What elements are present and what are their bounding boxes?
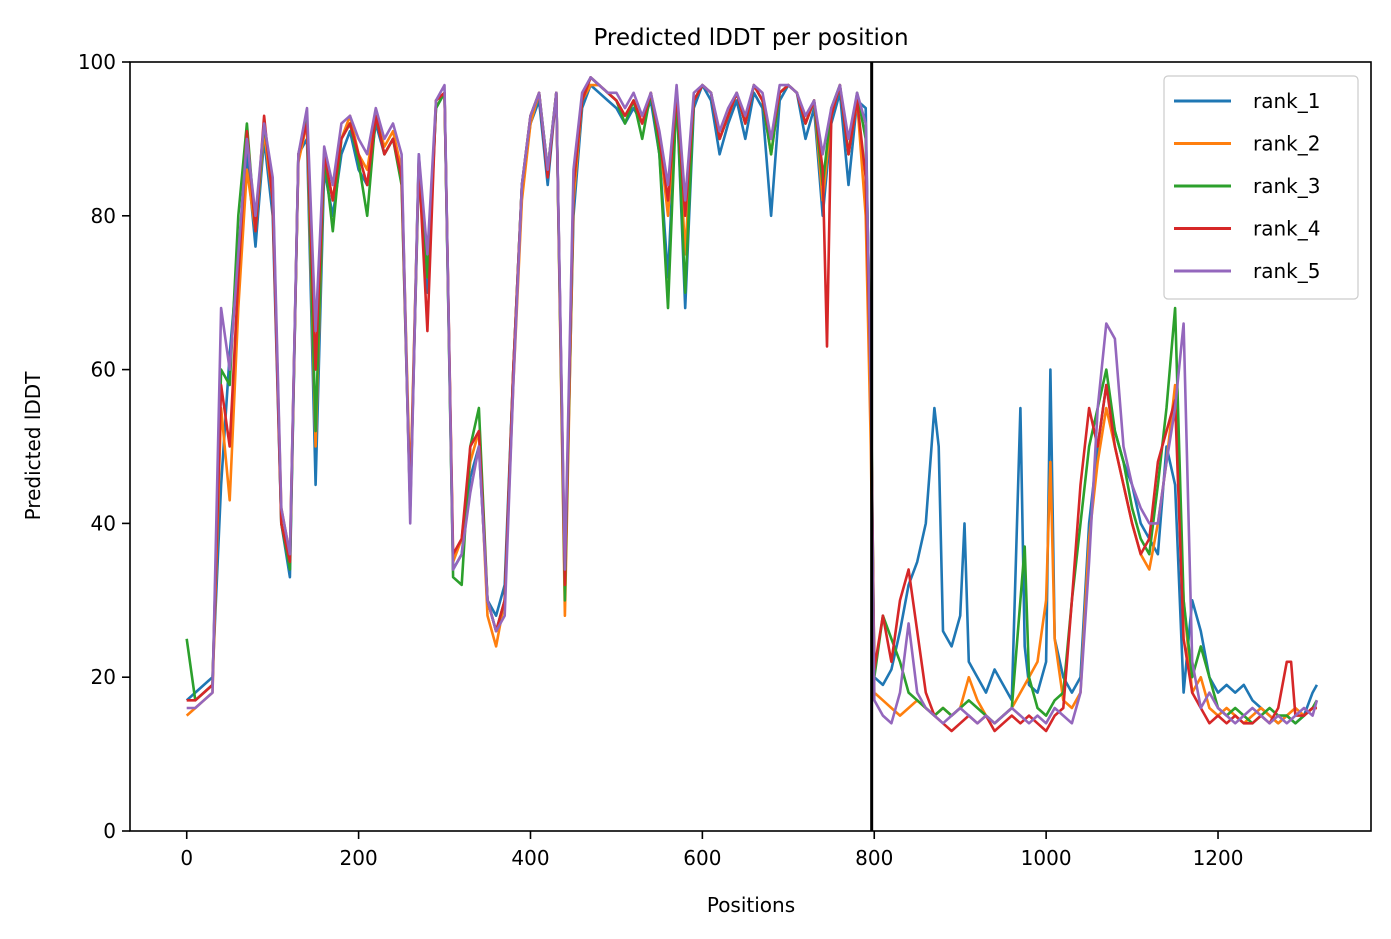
y-tick-label: 60: [91, 358, 116, 382]
x-tick-label: 0: [180, 846, 193, 870]
series-line-rank_3: [185, 76, 1319, 725]
x-axis-label: Positions: [707, 893, 795, 917]
x-tick-label: 400: [511, 846, 549, 870]
y-axis-label: Predicted lDDT: [21, 371, 45, 521]
x-tick-label: 800: [855, 846, 893, 870]
x-tick-label: 1200: [1193, 846, 1244, 870]
y-axis-ticks: 0 20 40 60 80 100: [78, 50, 130, 843]
chart-title: Predicted lDDT per position: [593, 25, 908, 51]
y-tick-label: 100: [78, 50, 116, 74]
x-tick-label: 200: [340, 846, 378, 870]
legend-label-rank_2: rank_2: [1253, 132, 1320, 156]
legend-label-rank_1: rank_1: [1253, 89, 1320, 113]
y-tick-label: 20: [91, 665, 116, 689]
legend-label-rank_5: rank_5: [1253, 259, 1320, 283]
series-line-rank_2: [185, 83, 1317, 725]
x-axis-ticks: 0 200 400 600 800 1000 1200: [180, 831, 1243, 870]
legend-label-rank_3: rank_3: [1253, 174, 1320, 198]
x-tick-label: 600: [683, 846, 721, 870]
legend: rank_1 rank_2 rank_3 rank_4 rank_5: [1163, 75, 1359, 300]
x-tick-label: 1000: [1021, 846, 1072, 870]
y-tick-label: 0: [103, 819, 116, 843]
y-tick-label: 40: [91, 511, 116, 535]
series-line-rank_1: [185, 83, 1319, 725]
series-line-rank_4: [186, 76, 1317, 733]
series-line-rank_5: [186, 76, 1319, 725]
y-tick-label: 80: [91, 204, 116, 228]
axes-frame: [129, 61, 1372, 832]
legend-box: [1163, 75, 1359, 300]
series-layer: [185, 76, 1319, 733]
legend-label-rank_4: rank_4: [1253, 217, 1320, 241]
